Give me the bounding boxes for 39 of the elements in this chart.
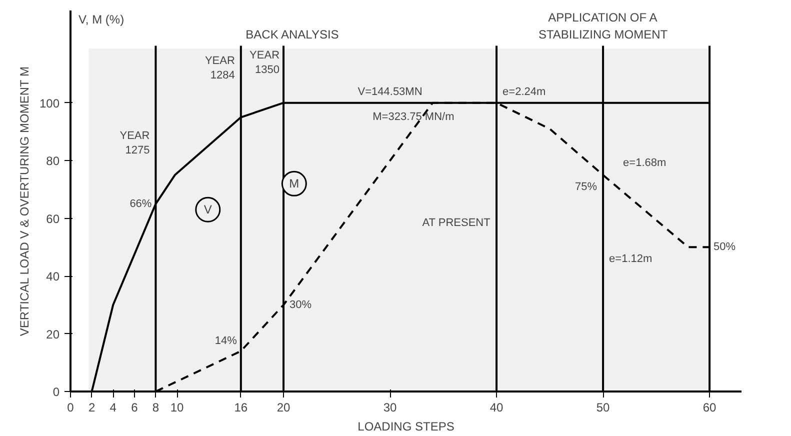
band-label: APPLICATION OF A STABILIZING MOMENT: [538, 10, 668, 42]
x-tick-label: 20: [276, 400, 291, 414]
y-tick-label: 80: [46, 154, 60, 168]
annotation: 66%: [130, 198, 152, 210]
y-axis-title: VERTICAL LOAD V & OVERTURING MOMENT M: [17, 66, 32, 336]
y-tick-label: 0: [52, 385, 60, 399]
y-tick-label: 60: [46, 212, 60, 226]
x-tick-label: 8: [152, 400, 160, 414]
y-tick-label: 40: [46, 270, 60, 284]
x-tick-label: 60: [702, 400, 717, 414]
x-tick-label: 2: [88, 400, 96, 414]
annotation: e=2.24m: [502, 86, 546, 98]
annotation: YEAR 1350: [250, 49, 280, 76]
annotation: 14%: [214, 335, 238, 348]
annotation: e=1.68m: [623, 157, 666, 170]
annotation: YEAR 1275: [120, 130, 150, 157]
annotation: V, M (%): [78, 12, 124, 26]
x-tick-label: 0: [67, 400, 74, 414]
text: M: [289, 176, 300, 191]
annotation: 75%: [575, 181, 598, 194]
band-label: BACK ANALYSIS: [246, 27, 339, 42]
annotation: e=1.12m: [609, 253, 652, 266]
x-tick-label: 30: [383, 400, 398, 414]
x-axis-title: LOADING STEPS: [358, 420, 454, 434]
annotation: M=323.75 MN/m: [372, 110, 454, 123]
x-tick-label: 50: [596, 400, 610, 414]
x-tick-label: 40: [490, 400, 504, 414]
x-tick-label: 4: [110, 400, 117, 414]
annotation: 50%: [714, 241, 736, 254]
x-tick-label: 10: [170, 400, 184, 414]
x-tick-label: 16: [234, 400, 248, 414]
text: V: [204, 202, 212, 217]
y-tick-label: 20: [46, 327, 60, 342]
y-tick-label: 100: [39, 96, 60, 110]
annotation: V=144.53MN: [358, 86, 422, 98]
x-tick-label: 6: [131, 400, 138, 414]
annotation: YEAR 1284: [204, 55, 235, 82]
annotation: 30%: [290, 298, 312, 311]
annotation: AT PRESENT: [422, 216, 491, 229]
